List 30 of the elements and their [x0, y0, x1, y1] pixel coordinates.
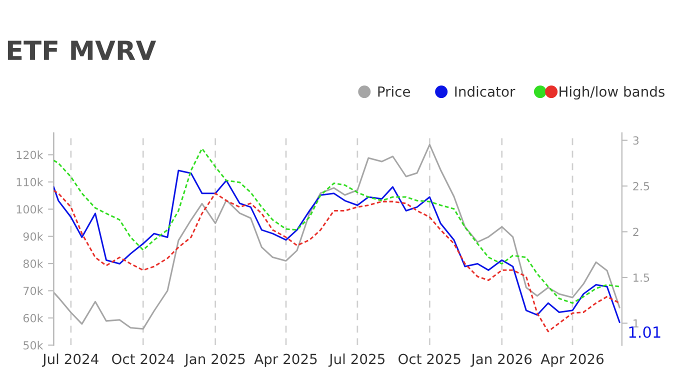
x-tick-label: Apr 2026 [540, 354, 604, 367]
x-tick-label: Apr 2025 [254, 354, 317, 367]
line-series [54, 144, 620, 330]
legend-label: Price [378, 86, 410, 97]
legend-label: Indicator [455, 86, 516, 97]
y-tick-label: 90k [23, 232, 44, 241]
text: 1.01 [629, 326, 660, 338]
line-series [54, 170, 620, 324]
y-tick-label: 110k [16, 178, 44, 186]
y2-tick-label: 3 [633, 136, 639, 145]
y-tick-label: 120k [16, 150, 44, 160]
legend-label: High/low bands [560, 86, 664, 100]
chart-title: ETF MVRV [8, 40, 156, 60]
x-tick-label: Jul 2025 [328, 353, 384, 367]
y2-tick-label: 1.5 [634, 274, 650, 282]
x-tick-label: Jul 2024 [42, 353, 98, 367]
line-series [54, 190, 620, 332]
y-tick-label: 60k [23, 314, 44, 322]
line-series [54, 148, 620, 304]
y2-tick-label: 2.5 [633, 182, 650, 190]
x-tick-label: Oct 2025 [398, 354, 460, 364]
x-tick-label: Oct 2024 [112, 354, 174, 364]
x-tick-label: Jan 2026 [470, 354, 532, 367]
y-tick-label: 50k [24, 340, 44, 350]
y2-tick-label: 1 [634, 319, 638, 328]
y2-tick-label: 2 [633, 228, 638, 236]
x-tick-label: Jan 2025 [184, 354, 245, 367]
y-tick-label: 70k [24, 286, 44, 296]
y-tick-label: 80k [23, 259, 44, 268]
y-tick-label: 100k [16, 204, 44, 214]
